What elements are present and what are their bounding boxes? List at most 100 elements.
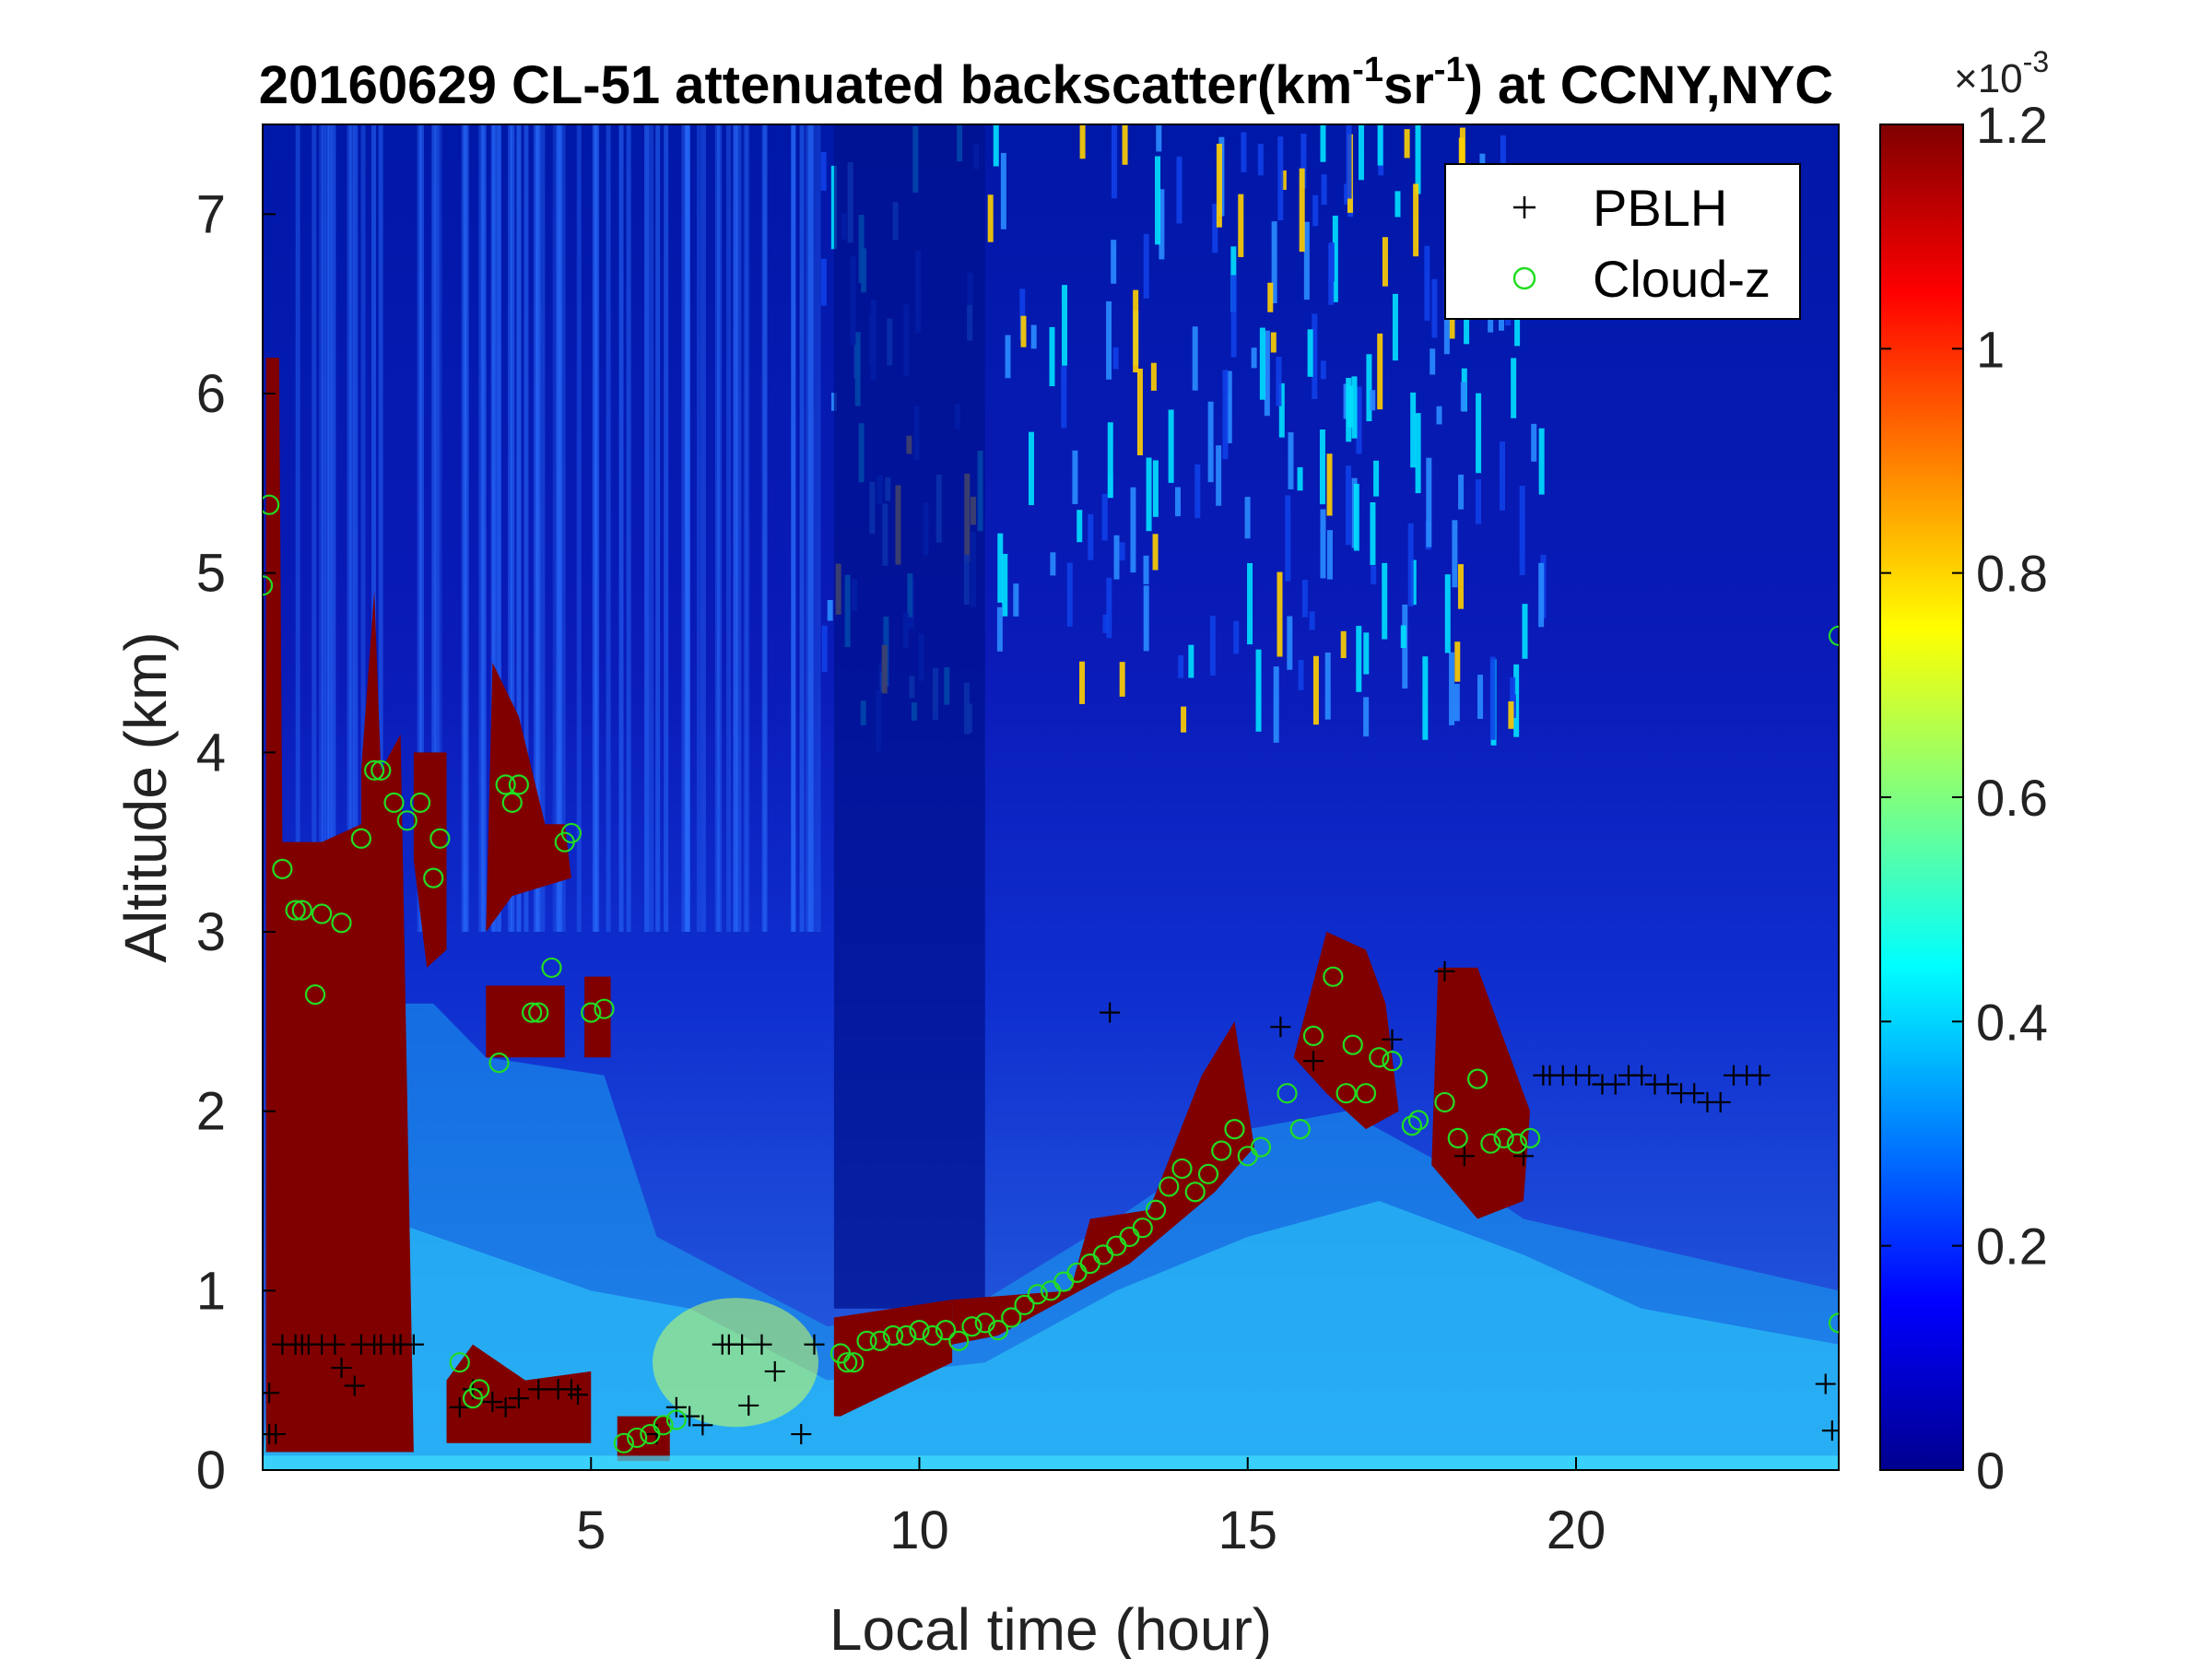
x-tick-label: 10 <box>889 1500 949 1560</box>
y-tick-label: 1 <box>196 1261 226 1321</box>
heatmap-streak <box>324 124 330 932</box>
heatmap-streak <box>1288 432 1294 489</box>
heatmap-streak <box>733 124 738 932</box>
markers <box>263 494 1839 1453</box>
heatmap-streak <box>1332 215 1338 302</box>
heatmap-streak <box>1276 357 1282 406</box>
cloudz-marker <box>1302 1025 1324 1047</box>
heatmap-streak <box>347 124 352 932</box>
heatmap-streak <box>1119 662 1125 697</box>
colorbar-tick-label: 0.6 <box>1976 769 2048 827</box>
heatmap-streak <box>1216 445 1222 506</box>
title-main: 20160629 CL-51 attenuated backscatter(km <box>259 55 1352 115</box>
heatmap-streak <box>1079 124 1086 159</box>
heatmap-streak <box>1146 457 1152 532</box>
heatmap-streak <box>535 124 541 932</box>
heatmap-streak <box>560 124 566 932</box>
heatmap-streak <box>1150 362 1157 391</box>
heatmap-streak <box>1476 393 1482 474</box>
pblh-marker <box>331 1358 352 1379</box>
heatmap-streak <box>434 124 440 932</box>
heatmap-streak <box>1377 333 1383 410</box>
heatmap-streak <box>1424 245 1430 321</box>
heatmap-streak <box>1000 152 1006 229</box>
heatmap-streak <box>1404 129 1410 159</box>
x-axis: 5 10 15 20 <box>576 1457 1606 1560</box>
colorbar-tick-label: 0 <box>1976 1441 2005 1500</box>
y-tick-label: 5 <box>196 544 226 604</box>
cloudz-marker <box>1828 625 1839 646</box>
heatmap-streak <box>1538 562 1545 628</box>
heatmap-streak <box>1426 457 1432 547</box>
pblh-marker <box>751 1334 772 1355</box>
heatmap-cloud-region <box>486 663 571 932</box>
heatmap-streak <box>1500 441 1506 511</box>
heatmap-streak <box>726 124 732 932</box>
cloudz-marker <box>1250 1136 1272 1158</box>
heatmap-streak <box>655 124 661 932</box>
heatmap-streak <box>1216 143 1222 228</box>
heatmap-streak <box>1019 288 1026 341</box>
heatmap-streak <box>1522 604 1528 659</box>
heatmap-streak <box>799 124 805 932</box>
pblh-marker <box>665 1396 687 1418</box>
cloudz-marker <box>1493 1127 1514 1148</box>
heatmap-streak <box>1508 700 1514 729</box>
heatmap-streak <box>1457 564 1464 609</box>
heatmap-streak <box>1382 562 1388 640</box>
heatmap-streak <box>1413 183 1419 257</box>
plot-frame <box>262 124 1840 1471</box>
heatmap-streak <box>295 124 300 932</box>
heatmap-streak <box>1453 684 1460 722</box>
heatmap-streak <box>1299 168 1305 253</box>
heatmap-streak <box>1101 493 1108 541</box>
heatmap-streak <box>1061 285 1067 366</box>
heatmap-streak <box>417 124 422 932</box>
heatmap-streak <box>1066 562 1073 627</box>
y-axis: 0 1 2 3 4 5 6 7 <box>196 184 276 1500</box>
heatmap-streak <box>1312 655 1319 725</box>
heatmap-streak <box>1531 423 1537 462</box>
cloudz-marker <box>1289 1119 1311 1140</box>
heatmap-streak <box>1176 156 1182 224</box>
legend-pblh-label: PBLH <box>1593 179 1727 237</box>
heatmap-streak <box>1002 553 1008 617</box>
cloudz-marker <box>961 1316 982 1337</box>
cloudz-marker <box>1171 1158 1193 1180</box>
pblh-marker <box>495 1396 516 1418</box>
heatmap-streak <box>540 124 546 932</box>
heatmap-streak <box>1477 675 1484 720</box>
heatmap-streak <box>1188 644 1194 678</box>
heatmap-streak <box>1270 332 1277 353</box>
pblh-marker <box>263 1382 280 1404</box>
heatmap-streak <box>464 124 469 932</box>
colorbar: 0 0.2 0.4 0.6 0.8 1 1.2 ×10-3 <box>1879 45 2049 1500</box>
heatmap-streak <box>535 124 541 932</box>
heatmap-streak <box>1326 453 1333 516</box>
cloudz-marker <box>312 903 333 924</box>
heatmap-streak <box>1366 354 1372 422</box>
heatmap-streak <box>1320 124 1326 162</box>
heatmap-streak <box>1102 614 1109 633</box>
heatmap-streak <box>478 124 484 932</box>
pblh-marker <box>1453 1146 1475 1167</box>
cloudz-marker <box>627 1427 648 1449</box>
cloudz-marker <box>896 1324 917 1347</box>
cloudz-marker <box>1277 1083 1298 1104</box>
heatmap-streak <box>419 124 425 932</box>
cloudz-marker <box>285 900 306 921</box>
pblh-marker <box>791 1424 812 1445</box>
cloudz-marker <box>1197 1163 1219 1184</box>
cloudz-marker <box>1369 1047 1390 1068</box>
heatmap-streak <box>1241 132 1247 172</box>
heatmap-streak <box>1238 194 1244 257</box>
cloudz-marker <box>1467 1068 1488 1089</box>
heatmap-streak <box>649 124 654 932</box>
heatmap-streak <box>1436 406 1442 425</box>
heatmap-streak <box>1303 221 1310 300</box>
cloudz-marker <box>653 1415 674 1436</box>
cloudz-marker <box>331 912 352 934</box>
cloudz-marker <box>1027 1284 1048 1305</box>
heatmap-streak <box>1392 293 1398 361</box>
heatmap-streak <box>1130 487 1136 573</box>
